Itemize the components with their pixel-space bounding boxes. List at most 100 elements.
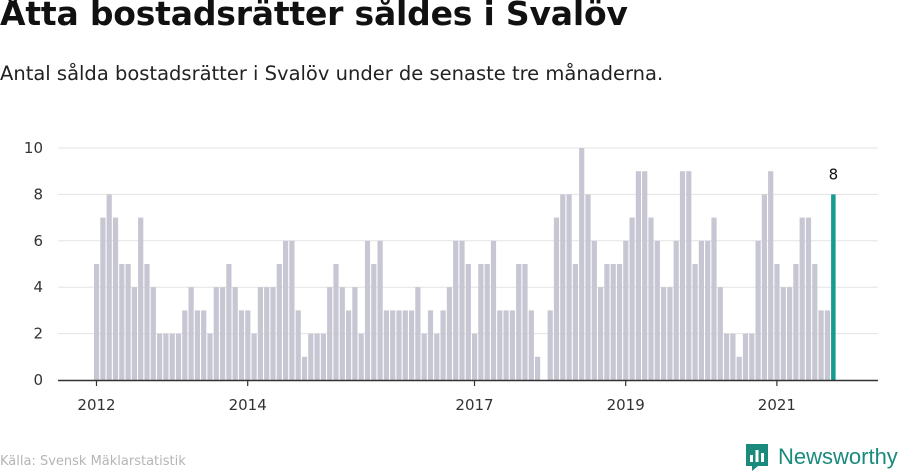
bar <box>724 333 730 380</box>
bar <box>220 287 226 380</box>
bar <box>402 310 408 380</box>
bar <box>112 217 119 380</box>
bar <box>535 356 541 380</box>
chart-subtitle: Antal sålda bostadsrätter i Svalöv under… <box>0 62 664 85</box>
bar <box>503 310 509 380</box>
bar <box>742 333 749 380</box>
bar <box>824 310 830 380</box>
bar <box>717 287 723 380</box>
bar <box>572 264 578 380</box>
bar <box>314 333 320 380</box>
bar <box>144 264 150 380</box>
bar <box>484 264 490 380</box>
bar <box>667 287 673 380</box>
bar <box>175 333 182 380</box>
bar <box>654 240 660 380</box>
bar <box>138 217 144 380</box>
bar <box>201 310 207 380</box>
bar <box>213 287 219 380</box>
bar <box>251 333 257 380</box>
brand-logo[interactable]: Newsworthy <box>744 442 898 472</box>
bar <box>755 240 761 380</box>
bar <box>547 310 553 380</box>
bar <box>409 310 415 380</box>
bar <box>446 287 452 380</box>
bar <box>434 333 440 380</box>
x-tick-label: 2014 <box>229 396 267 414</box>
bar <box>642 171 648 380</box>
bar <box>390 310 396 380</box>
bar <box>100 217 106 380</box>
bar <box>679 171 686 380</box>
bar <box>648 217 654 380</box>
bar <box>768 171 774 380</box>
bar <box>692 264 698 380</box>
bar <box>585 194 591 380</box>
bar <box>623 240 629 380</box>
bar <box>226 264 232 380</box>
bar <box>440 310 446 380</box>
bar <box>106 194 112 380</box>
bar <box>283 240 289 380</box>
bar <box>232 287 238 380</box>
newsworthy-logo-icon <box>746 444 768 471</box>
bar <box>421 333 427 380</box>
bar <box>257 287 263 380</box>
bar <box>509 310 515 380</box>
y-tick-label: 10 <box>24 139 43 157</box>
y-tick-label: 8 <box>33 185 43 203</box>
bar <box>478 264 484 380</box>
bar <box>163 333 169 380</box>
bar <box>453 240 459 380</box>
x-tick-label: 2017 <box>455 396 493 414</box>
chart-title: Åtta bostadsrätter såldes i Svalöv <box>0 0 628 33</box>
bar <box>320 333 326 380</box>
bar <box>352 287 358 380</box>
bar <box>591 240 597 380</box>
bar <box>799 217 805 380</box>
bar <box>579 148 585 380</box>
bar <box>793 264 799 380</box>
bar <box>182 310 188 380</box>
bar <box>522 264 528 380</box>
highlight-value-label: 8 <box>829 165 839 183</box>
bar <box>566 194 572 380</box>
bar <box>157 333 163 380</box>
x-tick-label: 2012 <box>77 396 115 414</box>
bar <box>276 264 282 380</box>
bar <box>673 240 679 380</box>
bar <box>787 287 793 380</box>
bar <box>730 333 736 380</box>
bar <box>516 264 522 380</box>
bar <box>686 171 692 380</box>
bar <box>150 287 156 380</box>
bar <box>327 287 333 380</box>
bar <box>289 240 295 380</box>
bar <box>194 310 200 380</box>
bar <box>812 264 818 380</box>
bar <box>301 356 308 380</box>
bar <box>339 287 345 380</box>
bar <box>805 217 812 380</box>
x-tick-label: 2019 <box>607 396 645 414</box>
bar <box>490 240 497 380</box>
bar <box>604 264 610 380</box>
bar <box>169 333 175 380</box>
bar <box>472 333 478 380</box>
bar <box>774 264 780 380</box>
bar <box>245 310 251 380</box>
bar <box>308 333 314 380</box>
bar <box>131 287 137 380</box>
bar <box>736 356 742 380</box>
bar <box>383 310 389 380</box>
bar <box>465 264 471 380</box>
bar <box>616 264 623 380</box>
bar <box>818 310 824 380</box>
bar <box>497 310 503 380</box>
bar <box>333 264 339 380</box>
bar <box>629 217 635 380</box>
bar <box>635 171 641 380</box>
bar <box>125 264 131 380</box>
bar <box>560 194 566 380</box>
bar <box>188 287 194 380</box>
